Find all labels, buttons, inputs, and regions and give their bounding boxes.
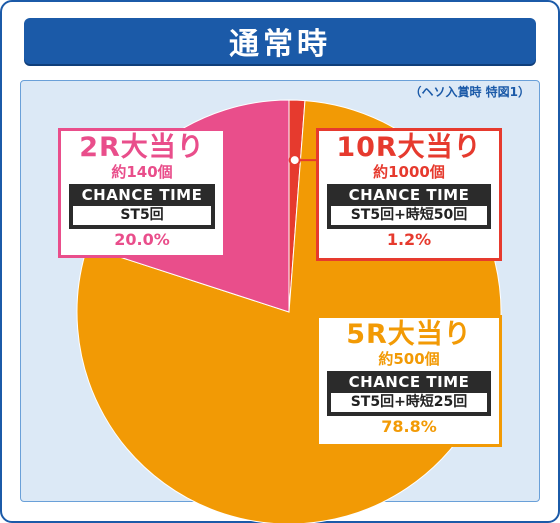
- slice-label: 2R大当り: [79, 132, 205, 163]
- slice-percent: 20.0%: [114, 230, 170, 249]
- chart-note: （ヘソ入賞時 特図1）: [409, 85, 530, 99]
- chance-time-label: CHANCE TIME: [348, 186, 470, 204]
- slice-label: 10R大当り: [336, 132, 482, 163]
- chance-time-box: CHANCE TIME ST5回+時短25回: [327, 371, 491, 416]
- label-box-10r: 10R大当り 約1000個 CHANCE TIME ST5回+時短50回 1.2…: [316, 128, 502, 261]
- chance-time-box: CHANCE TIME ST5回: [69, 184, 215, 229]
- slice-percent: 1.2%: [386, 230, 432, 249]
- slice-label: 5R大当り: [346, 319, 472, 350]
- chance-time-label: CHANCE TIME: [81, 186, 203, 204]
- chance-time-detail: ST5回+時短50回: [331, 206, 487, 225]
- slice-balls: 約500個: [378, 350, 440, 368]
- chance-time-box: CHANCE TIME ST5回+時短50回: [327, 184, 491, 229]
- label-box-5r: 5R大当り 約500個 CHANCE TIME ST5回+時短25回 78.8%: [316, 315, 502, 447]
- chance-time-detail: ST5回+時短25回: [331, 393, 487, 412]
- chance-time-label: CHANCE TIME: [348, 373, 470, 391]
- label-box-2r: 2R大当り 約140個 CHANCE TIME ST5回 20.0%: [58, 128, 226, 258]
- slice-percent: 78.8%: [381, 417, 437, 436]
- leader-dot-10r: [288, 154, 301, 167]
- slice-balls: 約1000個: [373, 163, 445, 181]
- chance-time-detail: ST5回: [73, 206, 211, 225]
- slice-balls: 約140個: [111, 163, 173, 181]
- page-title: 通常時: [24, 18, 536, 64]
